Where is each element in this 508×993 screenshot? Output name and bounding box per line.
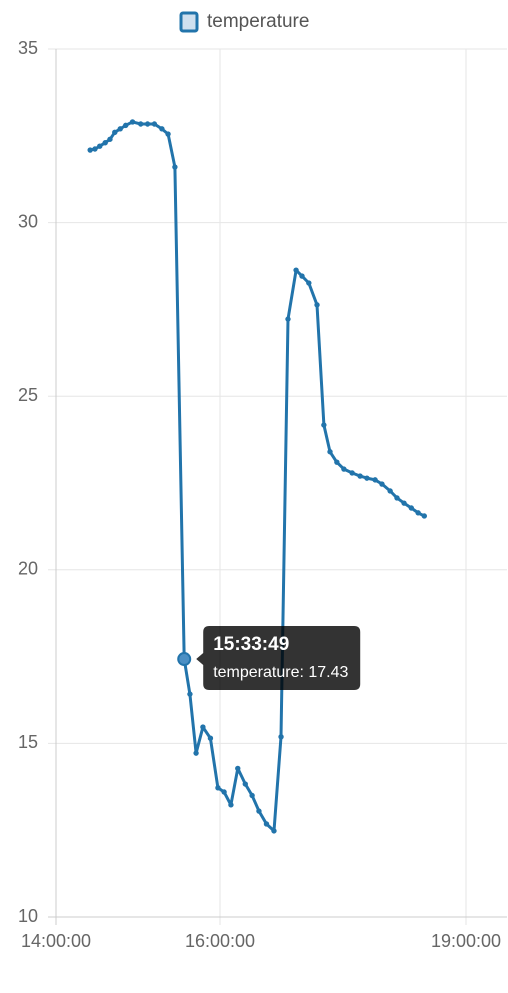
y-tick-label: 10 <box>18 906 38 926</box>
point <box>372 477 378 483</box>
point <box>207 735 214 741</box>
point <box>263 821 270 827</box>
point <box>379 481 385 487</box>
point <box>334 459 340 465</box>
point <box>256 808 262 814</box>
point <box>172 164 178 170</box>
point <box>387 488 393 494</box>
point <box>112 129 118 136</box>
point <box>151 121 158 127</box>
point <box>159 126 165 132</box>
point <box>187 691 193 697</box>
point <box>306 280 312 286</box>
point <box>249 792 255 799</box>
point <box>327 449 333 455</box>
y-tick-label: 20 <box>18 559 38 579</box>
y-tick-label: 30 <box>18 211 38 231</box>
point <box>293 267 299 273</box>
legend-swatch[interactable] <box>179 11 199 33</box>
point <box>200 724 206 730</box>
x-tick-label: 16:00:00 <box>185 931 255 951</box>
point <box>107 136 113 142</box>
point <box>394 495 400 501</box>
point <box>278 734 284 740</box>
point <box>299 273 305 279</box>
point <box>123 122 129 129</box>
tooltip-label: temperature: 17.43 <box>213 664 348 681</box>
x-tick-label: 14:00:00 <box>21 931 91 951</box>
y-tick-label: 15 <box>18 732 38 752</box>
x-tick-label: 19:00:00 <box>431 931 501 951</box>
point <box>117 126 123 132</box>
point <box>349 470 355 476</box>
point <box>364 475 370 481</box>
tooltip-box <box>196 626 361 691</box>
y-tick-label: 25 <box>18 385 38 405</box>
point <box>408 505 415 511</box>
tooltip: 15:33:49 temperature: 17.43 <box>196 626 361 691</box>
point <box>215 785 221 791</box>
point <box>221 789 227 795</box>
point <box>165 131 171 137</box>
point <box>92 146 98 152</box>
point <box>421 513 428 519</box>
point <box>285 316 291 322</box>
point <box>228 802 234 808</box>
point <box>97 143 103 149</box>
point <box>102 140 108 146</box>
point <box>144 121 151 127</box>
point <box>271 828 277 834</box>
point <box>314 302 320 308</box>
point <box>321 422 327 428</box>
point <box>341 466 347 472</box>
point <box>401 500 407 506</box>
point <box>177 652 192 667</box>
line <box>89 120 425 833</box>
legend-label[interactable]: temperature <box>207 11 309 32</box>
point <box>357 473 363 479</box>
legend[interactable]: temperature <box>179 11 309 33</box>
point <box>193 750 199 756</box>
point <box>138 121 144 127</box>
tooltip-title: 15:33:49 <box>213 634 289 655</box>
point <box>87 147 93 153</box>
point <box>129 119 136 125</box>
point <box>242 781 248 787</box>
point <box>415 510 421 516</box>
y-tick-label: 35 <box>18 38 38 58</box>
point <box>235 765 241 772</box>
